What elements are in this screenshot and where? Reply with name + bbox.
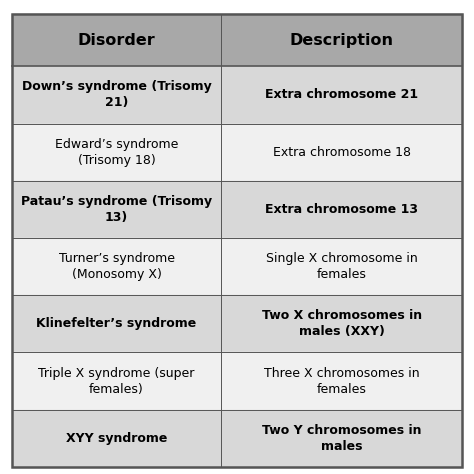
Text: Down’s syndrome (Trisomy
21): Down’s syndrome (Trisomy 21) xyxy=(22,81,211,109)
Text: Turner’s syndrome
(Monosomy X): Turner’s syndrome (Monosomy X) xyxy=(59,252,174,281)
Text: Disorder: Disorder xyxy=(78,33,155,48)
Text: Extra chromosome 18: Extra chromosome 18 xyxy=(273,146,410,159)
Text: Two Y chromosomes in
males: Two Y chromosomes in males xyxy=(262,424,421,453)
Text: Two X chromosomes in
males (XXY): Two X chromosomes in males (XXY) xyxy=(262,310,422,338)
Bar xyxy=(12,238,462,295)
Text: Description: Description xyxy=(290,33,394,48)
Text: Extra chromosome 21: Extra chromosome 21 xyxy=(265,88,418,101)
Text: Edward’s syndrome
(Trisomy 18): Edward’s syndrome (Trisomy 18) xyxy=(55,137,178,167)
Bar xyxy=(12,295,462,353)
Text: XYY syndrome: XYY syndrome xyxy=(66,432,167,445)
Text: Klinefelter’s syndrome: Klinefelter’s syndrome xyxy=(36,317,197,330)
Bar xyxy=(12,124,462,181)
Text: Patau’s syndrome (Trisomy
13): Patau’s syndrome (Trisomy 13) xyxy=(21,195,212,224)
Bar xyxy=(12,410,462,467)
Text: Single X chromosome in
females: Single X chromosome in females xyxy=(266,252,418,281)
Text: Triple X syndrome (super
females): Triple X syndrome (super females) xyxy=(38,366,195,395)
Bar xyxy=(12,181,462,238)
Text: Extra chromosome 13: Extra chromosome 13 xyxy=(265,203,418,216)
Bar xyxy=(12,353,462,410)
Bar xyxy=(12,14,462,66)
Bar xyxy=(12,66,462,124)
Text: Three X chromosomes in
females: Three X chromosomes in females xyxy=(264,366,419,395)
